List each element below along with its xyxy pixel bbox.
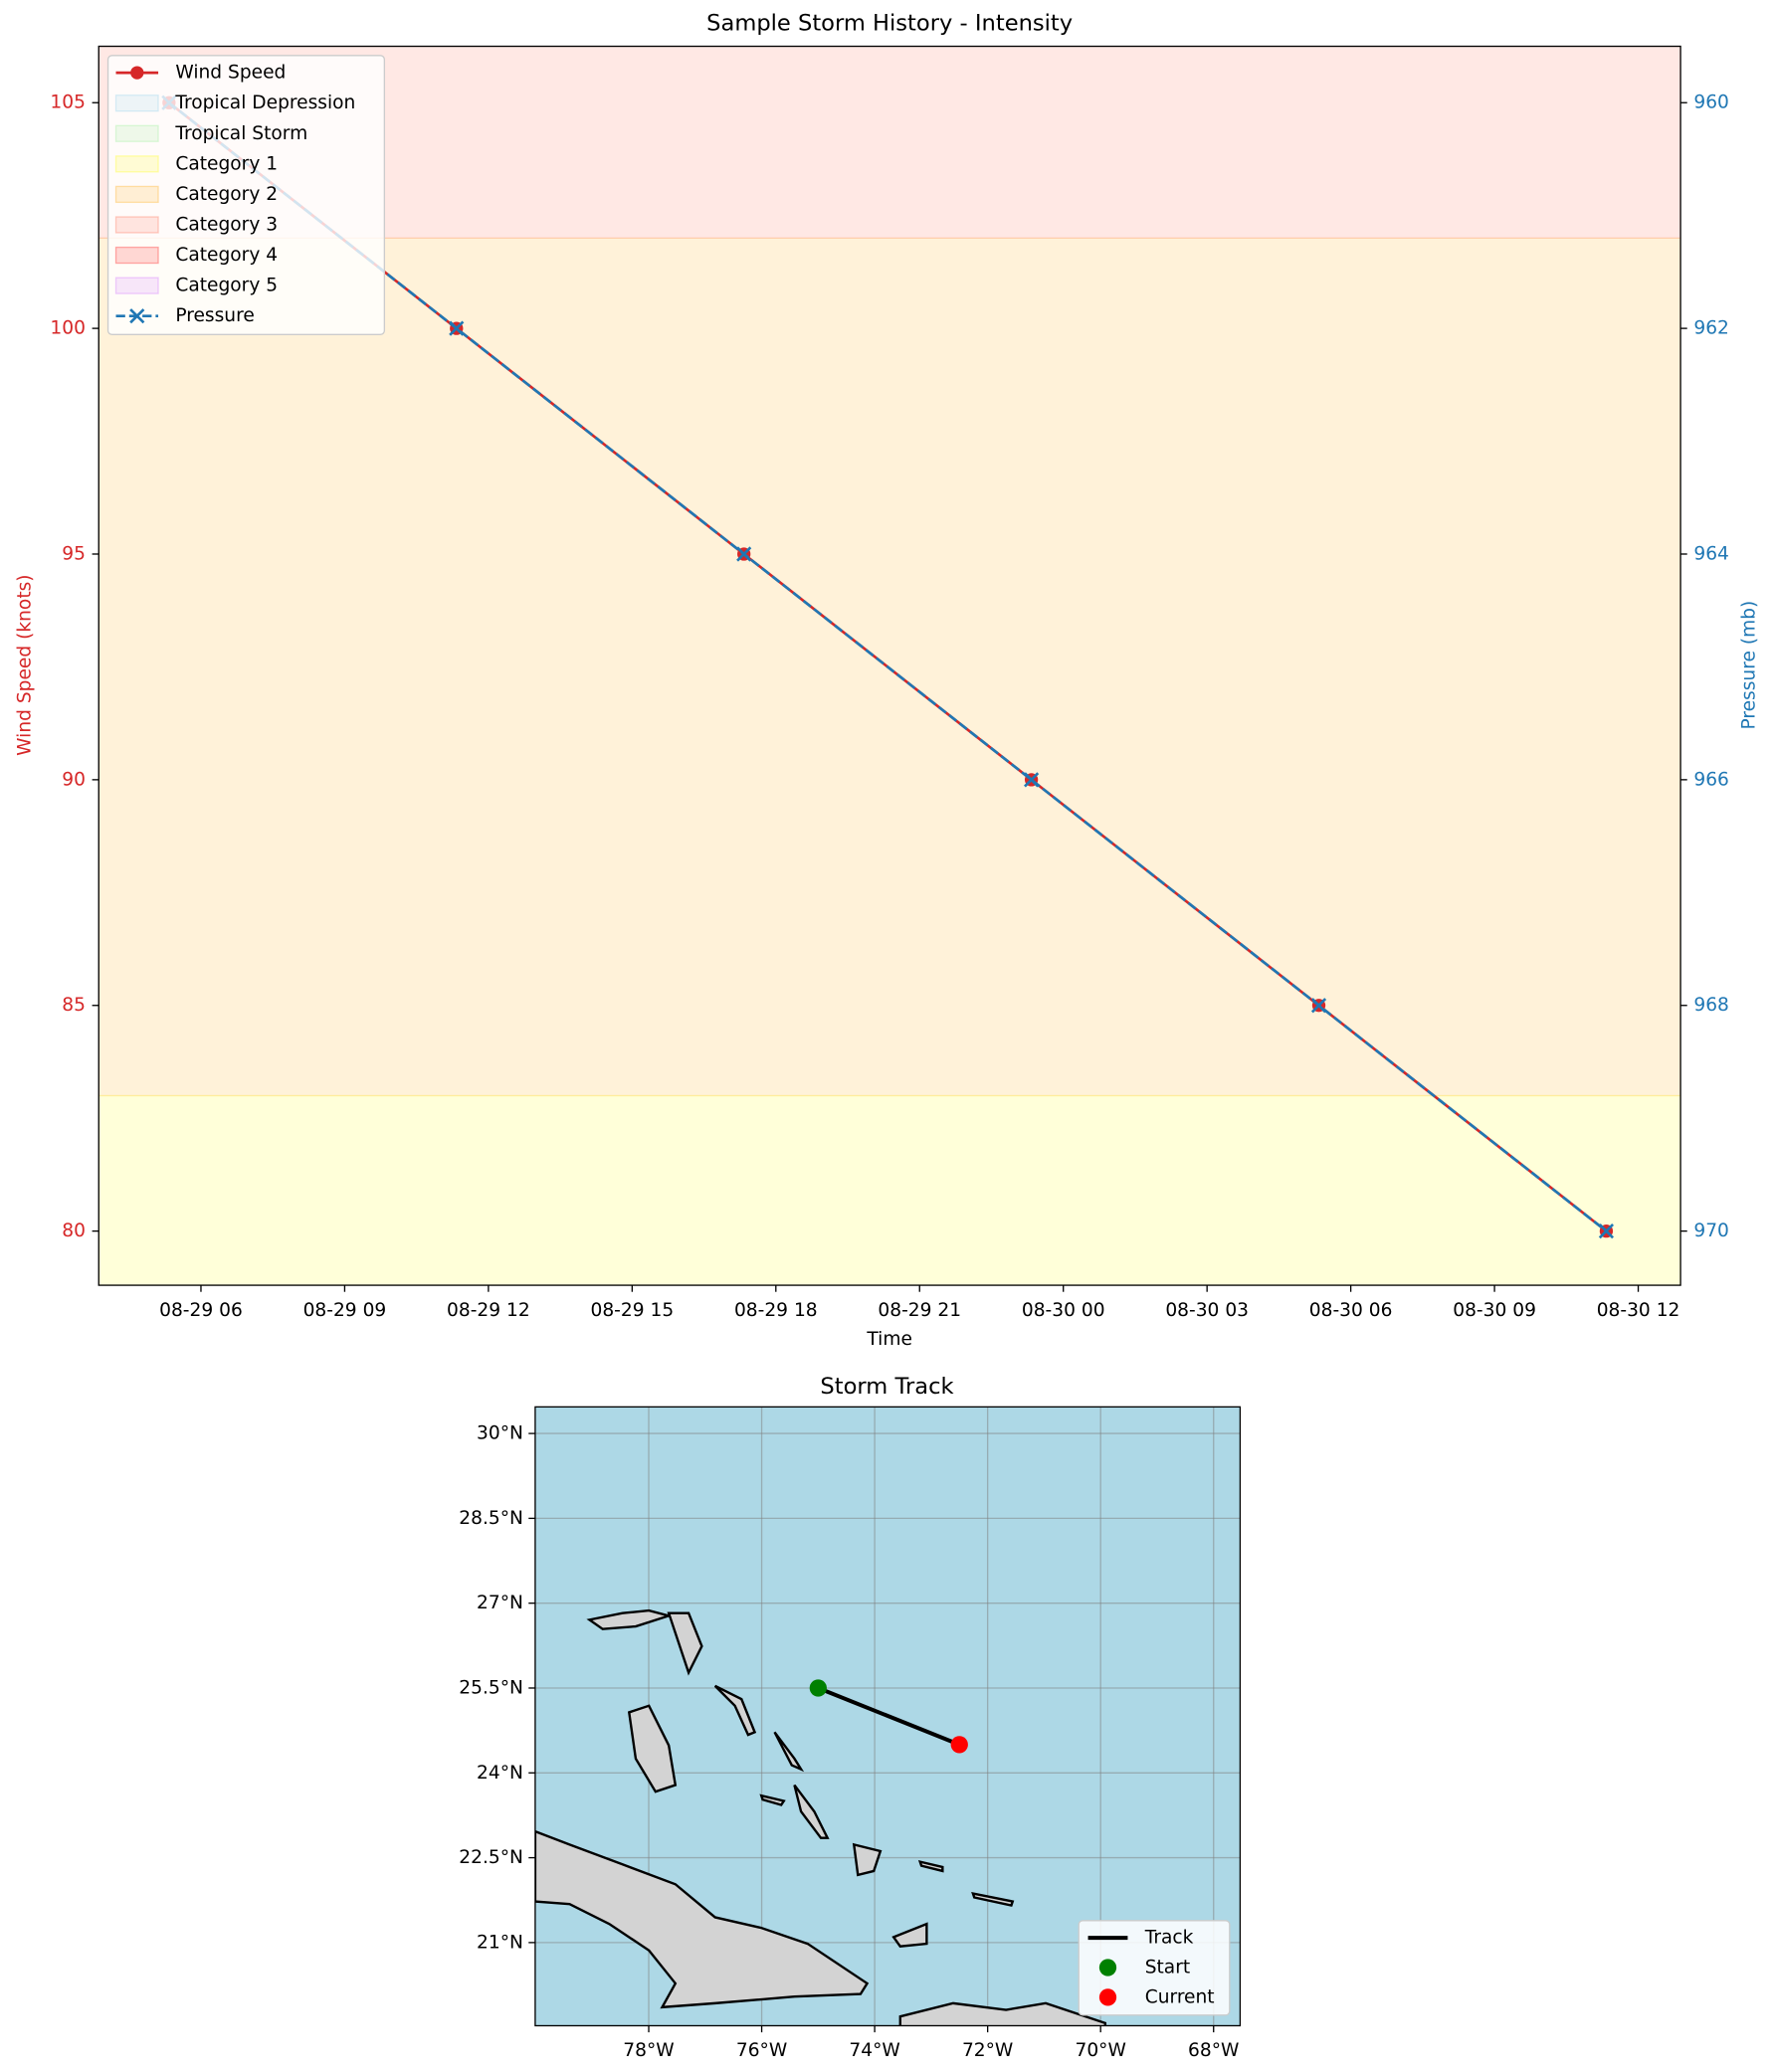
y-axis-label: Wind Speed (knots) (14, 574, 35, 755)
track-point (950, 1736, 968, 1754)
x-tick-label: 76°W (736, 2040, 787, 2061)
land (534, 1608, 1107, 2026)
y-tick-label: 90 (62, 769, 86, 790)
legend-swatch (114, 94, 159, 112)
legend-label: Category 4 (175, 245, 278, 266)
y-tick-label: 105 (50, 93, 86, 113)
legend-label: Category 2 (175, 184, 278, 205)
legend-swatch (114, 216, 159, 234)
y-tick-label: 100 (50, 318, 86, 339)
chart-title: Sample Storm History - Intensity (706, 10, 1073, 36)
y2-tick-label: 964 (1693, 543, 1729, 564)
legend-label: Tropical Depression (174, 93, 355, 113)
y-tick-label: 80 (62, 1221, 86, 1241)
legend-label: Start (1145, 1957, 1190, 1978)
legend-marker (1098, 1959, 1117, 1977)
point (736, 546, 752, 562)
point (1598, 1224, 1615, 1239)
legend-marker (129, 308, 145, 324)
x-tick-label: 08-29 06 (159, 1300, 243, 1321)
legend-swatch (114, 185, 159, 204)
x-tick-label: 78°W (623, 2040, 674, 2061)
track-line (817, 1686, 961, 1747)
x-tick-label: 08-29 18 (734, 1300, 818, 1321)
legend-swatch (114, 277, 159, 294)
x-tick-label: 08-30 03 (1165, 1300, 1249, 1321)
y-tick-label: 21°N (477, 1932, 523, 1953)
legend-box (1078, 1920, 1231, 2016)
legend-swatch (114, 155, 159, 173)
legend-label: Category 5 (175, 276, 278, 296)
y-tick-label: 95 (62, 543, 86, 564)
y-tick-label: 25.5°N (459, 1677, 523, 1698)
y-tick-label: 24°N (477, 1763, 523, 1784)
x-axis-label: Time (866, 1329, 912, 1350)
y2-tick-label: 960 (1693, 93, 1729, 113)
legend-swatch (114, 246, 159, 265)
point (1024, 772, 1040, 788)
series-line (168, 101, 1608, 1232)
x-tick-label: 08-29 09 (303, 1300, 387, 1321)
track-point (809, 1679, 827, 1697)
legend-box (106, 55, 386, 335)
x-tick-label: 72°W (962, 2040, 1013, 2061)
legend-label: Wind Speed (175, 63, 286, 84)
point (449, 320, 465, 336)
y2-tick-label: 970 (1693, 1221, 1729, 1241)
y-tick-label: 30°N (477, 1423, 523, 1444)
x-tick-label: 74°W (849, 2040, 899, 2061)
map-frame (534, 1406, 1242, 2027)
x-tick-label: 08-29 15 (591, 1300, 675, 1321)
x-tick-label: 08-29 21 (878, 1300, 961, 1321)
plot-lines (161, 94, 1615, 1239)
map-title: Storm Track (820, 1374, 954, 1400)
y-tick-label: 28.5°N (459, 1508, 523, 1529)
x-tick-label: 08-29 12 (447, 1300, 530, 1321)
y-tick-label: 85 (62, 995, 86, 1016)
x-tick-label: 68°W (1188, 2040, 1239, 2061)
legend-marker (130, 66, 144, 80)
category-band (99, 1094, 1681, 1286)
legend-marker (1098, 1988, 1117, 2006)
x-tick-label: 08-30 06 (1309, 1300, 1393, 1321)
y2-axis-label: Pressure (mb) (1739, 601, 1760, 730)
point (1310, 998, 1327, 1014)
x-tick-label: 08-30 12 (1597, 1300, 1680, 1321)
x-tick-label: 08-30 00 (1022, 1300, 1105, 1321)
legend-swatch (114, 124, 159, 142)
y2-tick-label: 966 (1693, 769, 1729, 790)
x-tick-label: 08-30 09 (1453, 1300, 1536, 1321)
y2-tick-label: 968 (1693, 995, 1729, 1016)
legend-label: Track (1144, 1928, 1194, 1949)
legend-label: Category 1 (175, 153, 278, 174)
legend-label: Pressure (175, 305, 254, 326)
x-tick-label: 70°W (1075, 2040, 1125, 2061)
y-tick-label: 27°N (477, 1593, 523, 1613)
legend-label: Current (1145, 1986, 1215, 2007)
legend-label: Category 3 (175, 214, 278, 235)
legend-label: Tropical Storm (174, 123, 307, 144)
axes-frame (98, 45, 1681, 1286)
y2-tick-label: 962 (1693, 318, 1729, 339)
y-tick-label: 22.5°N (459, 1847, 523, 1868)
